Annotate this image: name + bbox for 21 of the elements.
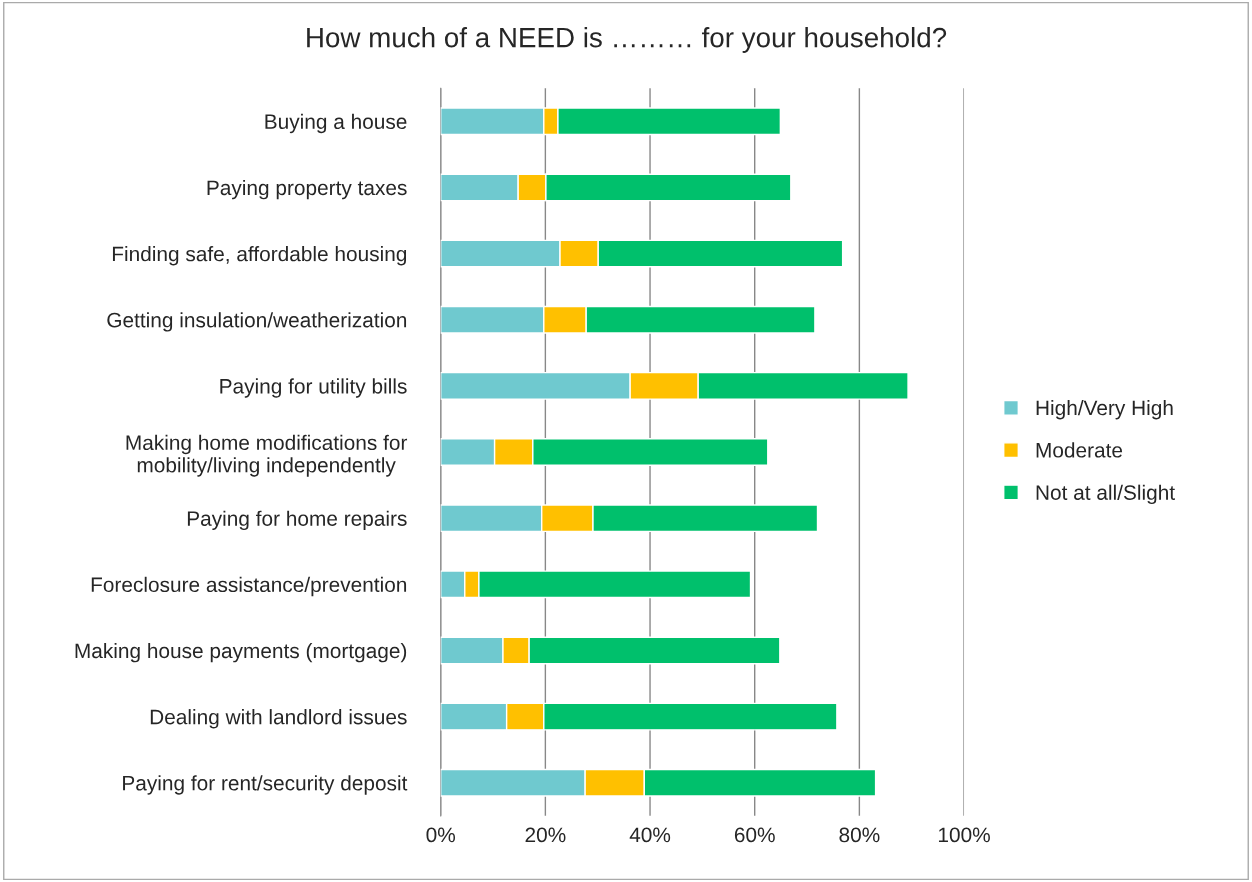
legend-label: Moderate [1036, 442, 1123, 458]
y-tick-label: Buying a house [265, 113, 407, 134]
x-tick-label: 20% [525, 827, 566, 843]
legend-label: High/Very High [1036, 399, 1173, 420]
y-tick-label: Foreclosure assistance/prevention [91, 576, 407, 597]
x-tick-label: 60% [734, 827, 775, 843]
y-tick-label: Paying for utility bills [220, 378, 407, 398]
x-tick-label: 40% [629, 827, 671, 843]
y-tick-label: Finding safe, affordable housing [112, 246, 407, 266]
x-tick-label: 0% [426, 827, 456, 843]
y-tick-label: Making home modifications for mobility/living independently [126, 434, 408, 477]
y-tick-label: Paying for rent/security deposit [123, 775, 408, 795]
legend-label: Not at all/Slight [1036, 484, 1175, 505]
y-tick-label: Making house payments (mortgage) [75, 642, 407, 663]
y-tick-label: Paying property taxes [207, 179, 407, 200]
x-tick-label: 80% [839, 827, 880, 843]
y-tick-label: Paying for home repairs [187, 510, 407, 531]
x-tick-label: 100% [938, 827, 990, 843]
y-tick-label: Getting insulation/weatherization [107, 312, 407, 332]
y-tick-label: Dealing with landlord issues [150, 709, 407, 729]
chart-title: How much of a NEED is ……… for your household? [307, 27, 947, 53]
